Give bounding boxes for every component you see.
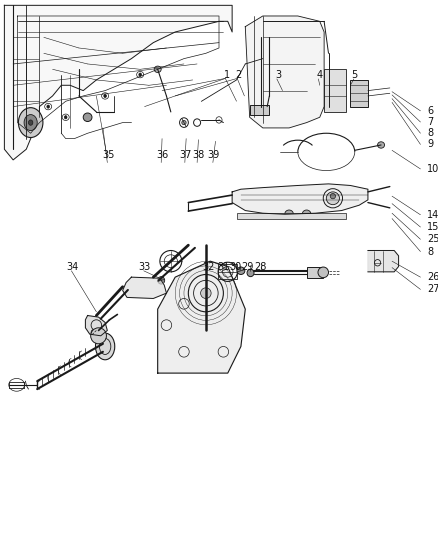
Text: 2: 2 bbox=[236, 70, 242, 79]
Bar bbox=[324, 69, 346, 112]
Ellipse shape bbox=[302, 210, 311, 219]
Ellipse shape bbox=[378, 142, 385, 148]
Polygon shape bbox=[85, 316, 107, 336]
Ellipse shape bbox=[237, 267, 245, 274]
Text: 34: 34 bbox=[66, 262, 78, 271]
Text: 8: 8 bbox=[427, 128, 433, 138]
Text: 31: 31 bbox=[217, 262, 230, 271]
Polygon shape bbox=[368, 251, 399, 272]
Ellipse shape bbox=[326, 192, 339, 205]
Bar bbox=[307, 266, 323, 278]
Ellipse shape bbox=[201, 288, 211, 298]
Ellipse shape bbox=[139, 73, 141, 76]
Text: 1: 1 bbox=[224, 70, 230, 79]
Text: 9: 9 bbox=[427, 140, 433, 149]
Polygon shape bbox=[245, 16, 324, 128]
Text: 15: 15 bbox=[427, 222, 438, 232]
Ellipse shape bbox=[64, 116, 67, 119]
Text: 39: 39 bbox=[208, 150, 220, 159]
Text: 29: 29 bbox=[241, 262, 254, 271]
Text: 26: 26 bbox=[427, 272, 438, 282]
Text: 30: 30 bbox=[230, 262, 242, 271]
Text: 5: 5 bbox=[352, 70, 358, 79]
Ellipse shape bbox=[91, 328, 106, 344]
Bar bbox=[237, 213, 346, 219]
Text: 27: 27 bbox=[427, 285, 438, 294]
Ellipse shape bbox=[285, 210, 293, 219]
Ellipse shape bbox=[158, 277, 165, 284]
Polygon shape bbox=[4, 5, 232, 160]
Text: 3: 3 bbox=[275, 70, 281, 79]
Text: 6: 6 bbox=[427, 106, 433, 116]
Text: 7: 7 bbox=[427, 117, 433, 127]
Text: 37: 37 bbox=[180, 150, 192, 159]
Ellipse shape bbox=[24, 115, 37, 131]
Ellipse shape bbox=[330, 193, 336, 199]
Ellipse shape bbox=[91, 329, 97, 336]
Ellipse shape bbox=[83, 113, 92, 122]
Text: 38: 38 bbox=[192, 150, 204, 159]
Polygon shape bbox=[232, 184, 368, 214]
Ellipse shape bbox=[154, 66, 161, 72]
Ellipse shape bbox=[104, 94, 106, 98]
Bar bbox=[350, 80, 368, 107]
Text: 32: 32 bbox=[202, 262, 214, 271]
Ellipse shape bbox=[318, 267, 328, 278]
Polygon shape bbox=[123, 277, 166, 298]
Text: 25: 25 bbox=[427, 235, 438, 244]
Text: 28: 28 bbox=[254, 262, 267, 271]
Ellipse shape bbox=[247, 269, 254, 277]
Text: 36: 36 bbox=[156, 150, 168, 159]
Bar bbox=[218, 264, 237, 279]
Polygon shape bbox=[158, 261, 245, 373]
Ellipse shape bbox=[47, 105, 49, 108]
Text: 8: 8 bbox=[427, 247, 433, 256]
Text: 14: 14 bbox=[427, 210, 438, 220]
Text: 33: 33 bbox=[138, 262, 151, 271]
Bar bbox=[250, 105, 269, 115]
Ellipse shape bbox=[18, 108, 43, 138]
Ellipse shape bbox=[182, 120, 186, 125]
Text: 35: 35 bbox=[102, 150, 115, 159]
Ellipse shape bbox=[95, 333, 115, 360]
Ellipse shape bbox=[28, 120, 33, 125]
Text: 4: 4 bbox=[317, 70, 323, 79]
Text: 10: 10 bbox=[427, 164, 438, 174]
